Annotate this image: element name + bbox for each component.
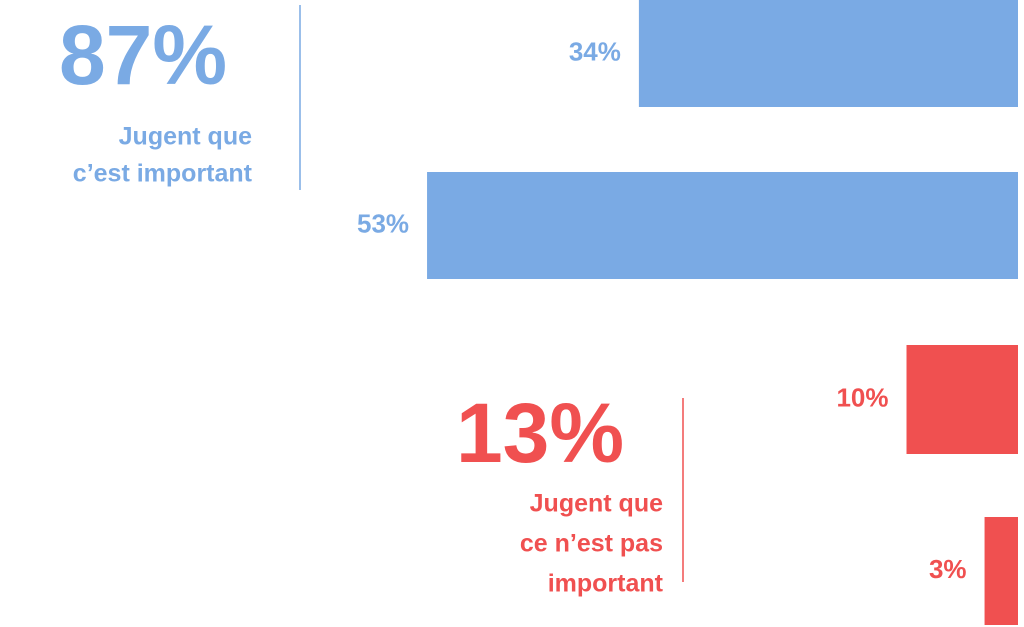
value-label: 10%	[836, 382, 888, 412]
summary-percent: 87%	[59, 8, 227, 102]
summary-text: c’est important	[73, 160, 253, 188]
summary-text: Jugent que	[530, 490, 663, 518]
bar	[906, 345, 1018, 454]
bar	[984, 517, 1018, 625]
summary-text: Jugent que	[119, 123, 252, 151]
bar	[638, 0, 1018, 107]
bar	[427, 172, 1018, 279]
value-label: 53%	[357, 208, 409, 238]
value-label: 3%	[929, 554, 967, 584]
summary-text: important	[548, 570, 664, 598]
value-label: 34%	[569, 36, 621, 66]
summary-percent: 13%	[456, 386, 624, 480]
summary-text: ce n’est pas	[520, 530, 663, 558]
